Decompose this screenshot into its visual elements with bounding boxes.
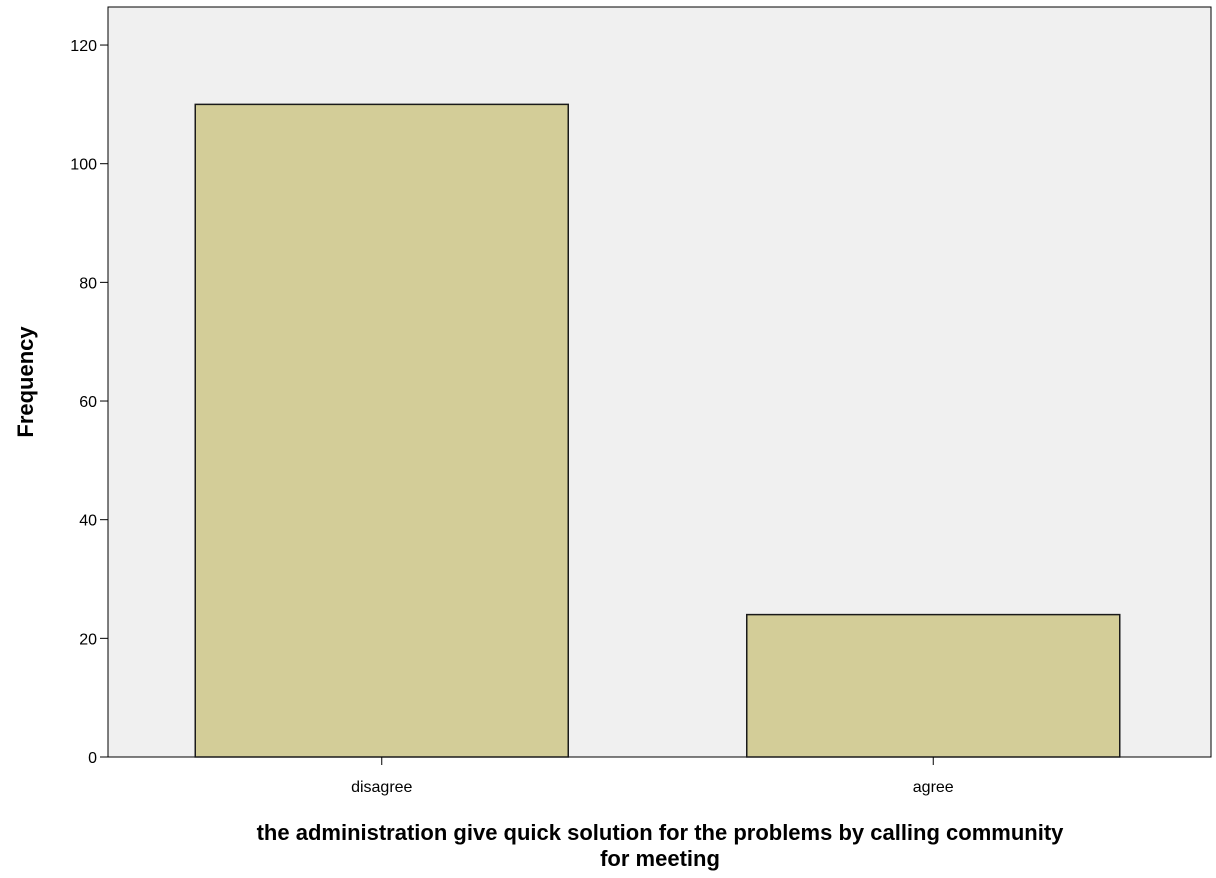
bar-disagree [194,103,569,758]
y-tick-label: 20 [79,631,97,648]
y-tick-label: 100 [70,157,97,174]
bar-agree [746,613,1121,758]
bars-group [194,103,1121,758]
y-tick-label: 40 [79,513,97,530]
y-axis-ticks: 0 20 40 60 80 100 120 [70,38,108,767]
y-tick-label: 80 [79,275,97,292]
x-axis-title-line-2: for meeting [600,846,720,871]
x-tick-label-agree: agree [913,779,954,796]
x-axis-ticks: disagree agree [351,757,954,796]
y-tick-label: 0 [88,750,97,767]
y-tick-label: 60 [79,394,97,411]
y-axis-title: Frequency [13,326,38,438]
x-axis-title-line-1: the administration give quick solution f… [257,820,1065,845]
x-tick-label-disagree: disagree [351,779,412,796]
y-tick-label: 120 [70,38,97,55]
